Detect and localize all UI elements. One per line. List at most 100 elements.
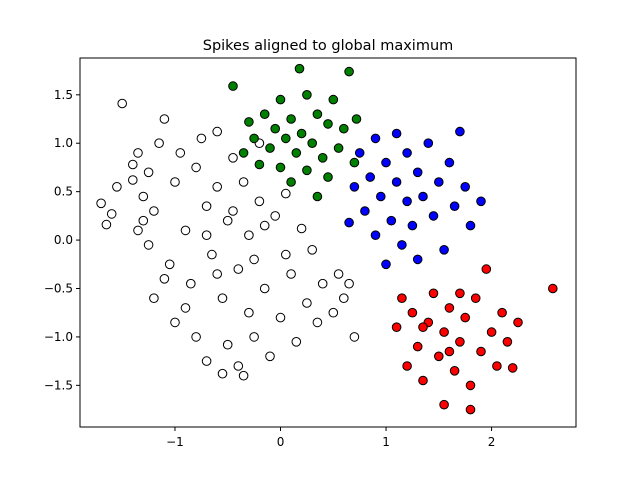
scatter-point: [360, 206, 370, 216]
scatter-point: [291, 337, 302, 347]
scatter-point: [391, 322, 402, 333]
scatter-point: [349, 332, 360, 342]
scatter-point: [407, 220, 418, 231]
scatter-point: [418, 191, 428, 202]
scatter-point: [418, 375, 428, 386]
scatter-point: [201, 230, 212, 240]
scatter-point: [402, 148, 412, 158]
scatter-point: [397, 293, 407, 304]
scatter-point: [317, 153, 328, 163]
scatter-point: [302, 165, 312, 176]
scatter-point: [391, 177, 402, 187]
scatter-point: [259, 109, 270, 119]
y-axis: −1.5 −1.0 −0.5 0.0 0.5 1.0 1.5: [44, 88, 80, 392]
scatter-point: [96, 198, 106, 209]
scatter-point: [548, 283, 558, 294]
scatter-point: [138, 191, 149, 202]
scatter-point: [143, 167, 154, 178]
scatter-point: [106, 209, 117, 219]
x-axis: −1 0 1 2: [166, 427, 495, 449]
scatter-point: [502, 337, 513, 347]
y-tick-label: −0.5: [44, 282, 73, 296]
chart-title: Spikes aligned to global maximum: [203, 38, 454, 54]
scatter-point: [212, 126, 222, 137]
scatter-point: [117, 98, 127, 109]
scatter-point: [449, 201, 460, 211]
x-tick-label: 0: [277, 435, 285, 449]
scatter-point: [323, 119, 333, 129]
scatter-point: [186, 278, 196, 289]
scatter-point: [286, 269, 296, 279]
scatter-point: [296, 128, 307, 139]
scatter-point: [465, 404, 476, 415]
scatter-point: [180, 225, 191, 236]
scatter-point: [201, 201, 212, 211]
scatter-point: [217, 293, 228, 304]
scatter-point: [391, 128, 402, 139]
scatter-point: [191, 162, 201, 173]
scatter-point: [351, 114, 362, 124]
y-tick-label: 1.0: [54, 136, 73, 150]
scatter-point: [244, 307, 254, 318]
scatter-point: [317, 278, 328, 289]
scatter-point: [291, 148, 302, 158]
scatter-point: [191, 332, 201, 342]
scatter-point: [294, 63, 305, 74]
scatter-point: [370, 230, 381, 240]
scatter-point: [349, 157, 360, 168]
scatter-point: [270, 211, 281, 221]
scatter-point: [349, 182, 360, 192]
scatter-point: [143, 240, 154, 250]
scatter-point: [302, 90, 312, 100]
scatter-point: [201, 356, 212, 366]
scatter-point: [370, 133, 381, 144]
scatter-point: [344, 66, 354, 77]
y-tick-label: −1.5: [44, 378, 73, 392]
scatter-point: [386, 215, 397, 226]
scatter-point: [307, 138, 318, 148]
y-tick-label: 0.0: [54, 233, 73, 247]
scatter-point: [180, 303, 191, 313]
points-layer: [96, 63, 558, 415]
scatter-point: [238, 148, 249, 158]
scatter-point: [381, 157, 391, 168]
scatter-point: [444, 346, 455, 357]
scatter-point: [365, 172, 376, 182]
scatter-point: [154, 138, 164, 148]
scatter-point: [101, 219, 112, 230]
scatter-point: [423, 138, 434, 148]
scatter-point: [244, 230, 254, 240]
scatter-point: [149, 206, 159, 216]
scatter-point: [254, 196, 265, 207]
scatter-point: [428, 288, 439, 299]
scatter-point: [275, 162, 286, 173]
scatter-point: [212, 269, 222, 279]
scatter-point: [439, 245, 449, 255]
scatter-point: [128, 159, 138, 170]
scatter-point: [222, 215, 233, 226]
scatter-point: [465, 380, 476, 391]
scatter-point: [354, 148, 365, 158]
scatter-point: [412, 254, 423, 265]
scatter-point: [265, 143, 275, 153]
y-tick-label: 0.5: [54, 185, 73, 199]
scatter-point: [259, 220, 270, 231]
scatter-point: [486, 327, 497, 337]
scatter-point: [455, 288, 465, 299]
plot-frame: [79, 57, 577, 428]
scatter-point: [333, 143, 344, 153]
scatter-point: [281, 188, 291, 199]
scatter-point: [149, 293, 159, 304]
scatter-point: [244, 117, 254, 127]
scatter-point: [460, 182, 471, 192]
scatter-point: [159, 274, 170, 284]
scatter-point: [497, 307, 507, 318]
scatter-point: [302, 298, 312, 308]
scatter-point: [222, 339, 233, 350]
scatter-point: [254, 159, 265, 170]
scatter-point: [323, 172, 333, 182]
scatter-point: [481, 264, 492, 274]
scatter-point: [238, 370, 249, 381]
scatter-point: [286, 114, 296, 124]
y-tick-label: −1.0: [44, 330, 73, 344]
